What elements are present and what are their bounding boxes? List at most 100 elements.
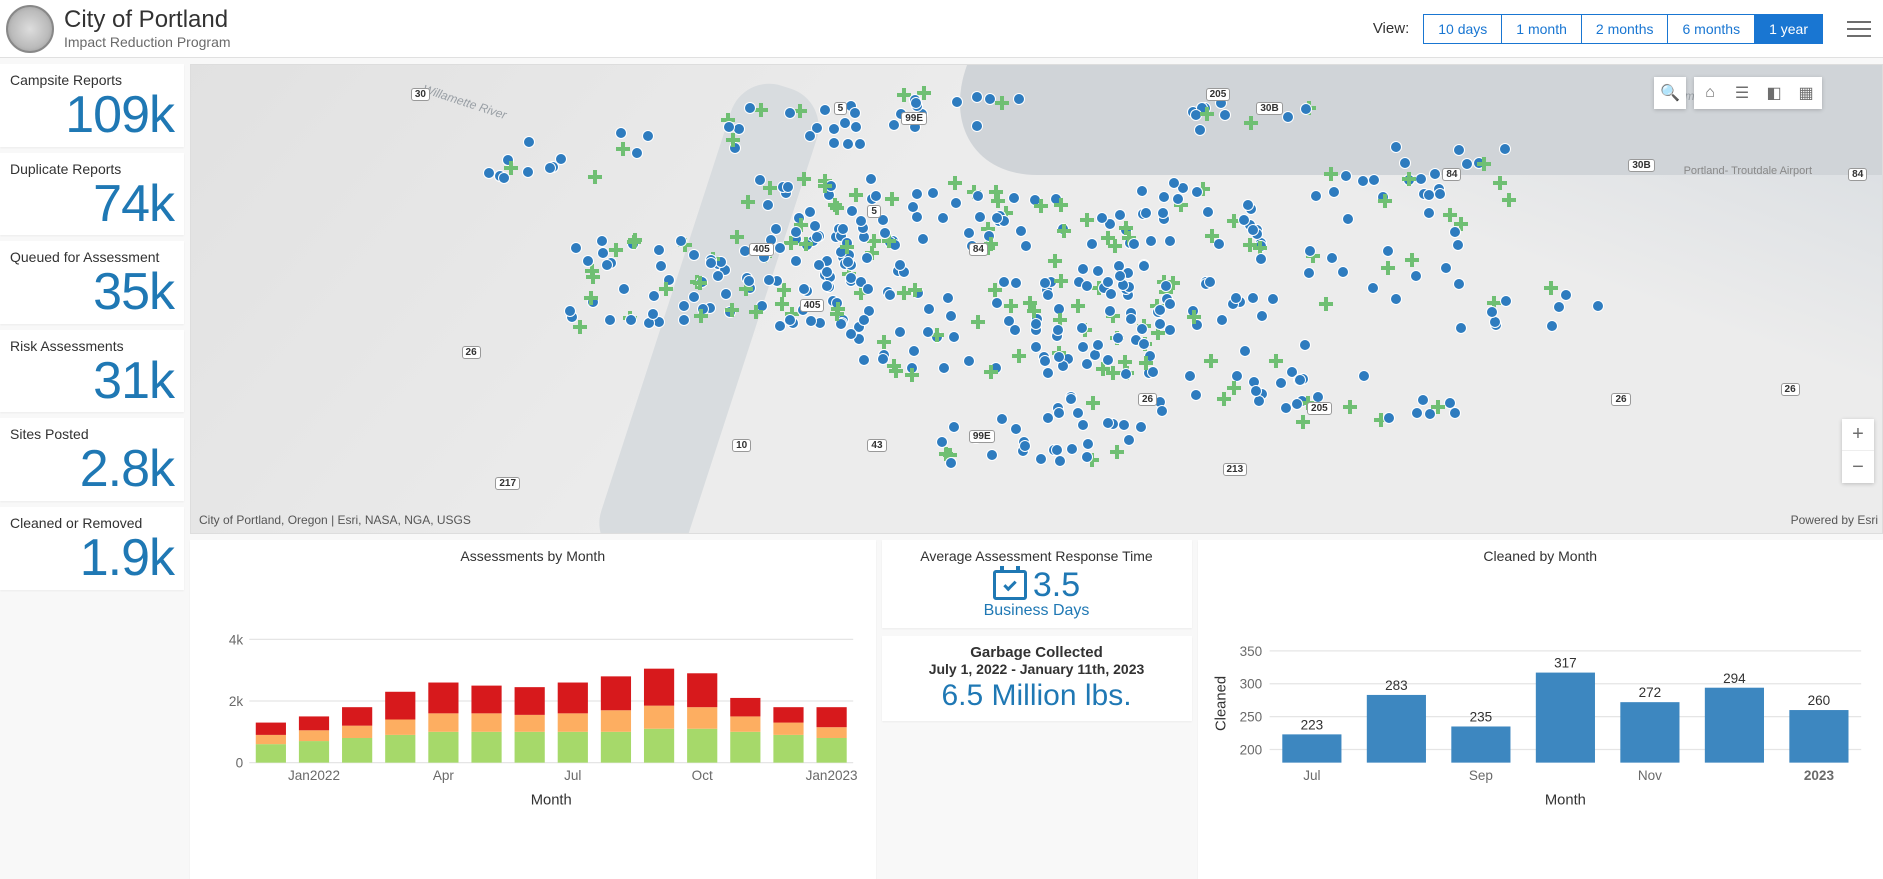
map-point-cross[interactable] [1054,274,1068,288]
map-point-dot[interactable] [842,256,854,268]
map-point-dot[interactable] [604,314,616,326]
map-point-dot[interactable] [948,421,960,433]
map-point-dot[interactable] [1328,186,1340,198]
map-point-dot[interactable] [1461,158,1473,170]
map-point-dot[interactable] [642,130,654,142]
map-point-dot[interactable] [917,233,929,245]
map-point-dot[interactable] [1299,339,1311,351]
map-point-dot[interactable] [1019,440,1031,452]
kpi-duplicate-reports[interactable]: Duplicate Reports74k [0,153,184,236]
map-point-dot[interactable] [927,187,939,199]
map-point-dot[interactable] [498,172,510,184]
bar-med[interactable] [471,713,501,731]
map-point-dot[interactable] [1039,355,1051,367]
map-point-dot[interactable] [1145,235,1157,247]
map-point-dot[interactable] [951,96,963,108]
map-point-dot[interactable] [1102,276,1114,288]
map-point-dot[interactable] [1128,238,1140,250]
home-icon[interactable]: ⌂ [1694,77,1726,109]
map-point-dot[interactable] [1102,354,1114,366]
map-point-dot[interactable] [1104,305,1116,317]
map-point-dot[interactable] [1390,141,1402,153]
map-point-cross[interactable] [1101,231,1115,245]
kpi-cleaned-or-removed[interactable]: Cleaned or Removed1.9k [0,507,184,590]
map-point-dot[interactable] [855,215,867,227]
map-point-cross[interactable] [1343,400,1357,414]
map-point-cross[interactable] [1119,221,1133,235]
map-point-dot[interactable] [1500,295,1512,307]
map-point-cross[interactable] [1319,297,1333,311]
map-point-dot[interactable] [1105,288,1117,300]
map-point-dot[interactable] [1275,377,1287,389]
legend-icon[interactable]: ☰ [1726,77,1758,109]
map-point-cross[interactable] [1324,167,1338,181]
map-point-dot[interactable] [782,181,794,193]
bar-high[interactable] [385,692,415,720]
map-point-cross[interactable] [725,303,739,317]
map-point-cross[interactable] [741,195,755,209]
map-point-dot[interactable] [544,162,556,174]
bar-high[interactable] [817,707,847,727]
map-point-cross[interactable] [1296,415,1310,429]
map-point-dot[interactable] [908,345,920,357]
bar-med[interactable] [515,715,545,732]
view-button-1-month[interactable]: 1 month [1501,15,1581,43]
bar-low[interactable] [817,738,847,763]
map-point-dot[interactable] [991,297,1003,309]
map-point-cross[interactable] [818,179,832,193]
bar-high[interactable] [299,716,329,730]
menu-icon[interactable] [1847,21,1871,37]
map-point-dot[interactable] [1194,124,1206,136]
map-point-dot[interactable] [1310,190,1322,202]
map-point-dot[interactable] [861,252,873,264]
zoom-out-button[interactable]: − [1842,451,1874,483]
map-point-dot[interactable] [945,310,957,322]
map-point-dot[interactable] [570,242,582,254]
kpi-campsite-reports[interactable]: Campsite Reports109k [0,64,184,147]
map-point-dot[interactable] [1383,412,1395,424]
map-point-dot[interactable] [1303,267,1315,279]
map-point-cross[interactable] [730,230,744,244]
map-point-dot[interactable] [1138,260,1150,272]
map-point-dot[interactable] [998,276,1010,288]
map-point-dot[interactable] [596,235,608,247]
map-point-dot[interactable] [1112,332,1124,344]
map-point-cross[interactable] [1012,349,1026,363]
map-point-cross[interactable] [627,235,641,249]
map-point-dot[interactable] [1415,173,1427,185]
map-point-dot[interactable] [743,275,755,287]
map-point-dot[interactable] [790,255,802,267]
map-point-dot[interactable] [858,314,870,326]
map-point-dot[interactable] [850,121,862,133]
map-point-dot[interactable] [842,138,854,150]
bar-med[interactable] [385,720,415,735]
map-point-cross[interactable] [1443,208,1457,222]
map-point-dot[interactable] [804,206,816,218]
map-point-dot[interactable] [1010,423,1022,435]
map-point-cross[interactable] [1200,107,1214,121]
map-point-dot[interactable] [1410,270,1422,282]
map-point-dot[interactable] [1440,262,1452,274]
map-point-cross[interactable] [885,192,899,206]
map-point-dot[interactable] [1411,407,1423,419]
map-point-cross[interactable] [1243,238,1257,252]
map-point-cross[interactable] [1402,172,1416,186]
map-point-dot[interactable] [1123,434,1135,446]
map-point-dot[interactable] [974,211,986,223]
map-point-dot[interactable] [846,205,858,217]
map-point-dot[interactable] [811,231,823,243]
map-point-dot[interactable] [837,223,849,235]
cleaned-bar[interactable] [1282,734,1341,762]
bar-med[interactable] [342,726,372,738]
map-point-dot[interactable] [770,223,782,235]
map-point-dot[interactable] [1256,310,1268,322]
map-point-cross[interactable] [1477,157,1491,171]
view-button-2-months[interactable]: 2 months [1581,15,1668,43]
map-point-dot[interactable] [1030,318,1042,330]
bar-med[interactable] [817,727,847,738]
map-point-dot[interactable] [821,266,833,278]
map-point-cross[interactable] [1493,176,1507,190]
map-point-cross[interactable] [754,103,768,117]
map-point-dot[interactable] [1077,263,1089,275]
map-point-cross[interactable] [1204,354,1218,368]
